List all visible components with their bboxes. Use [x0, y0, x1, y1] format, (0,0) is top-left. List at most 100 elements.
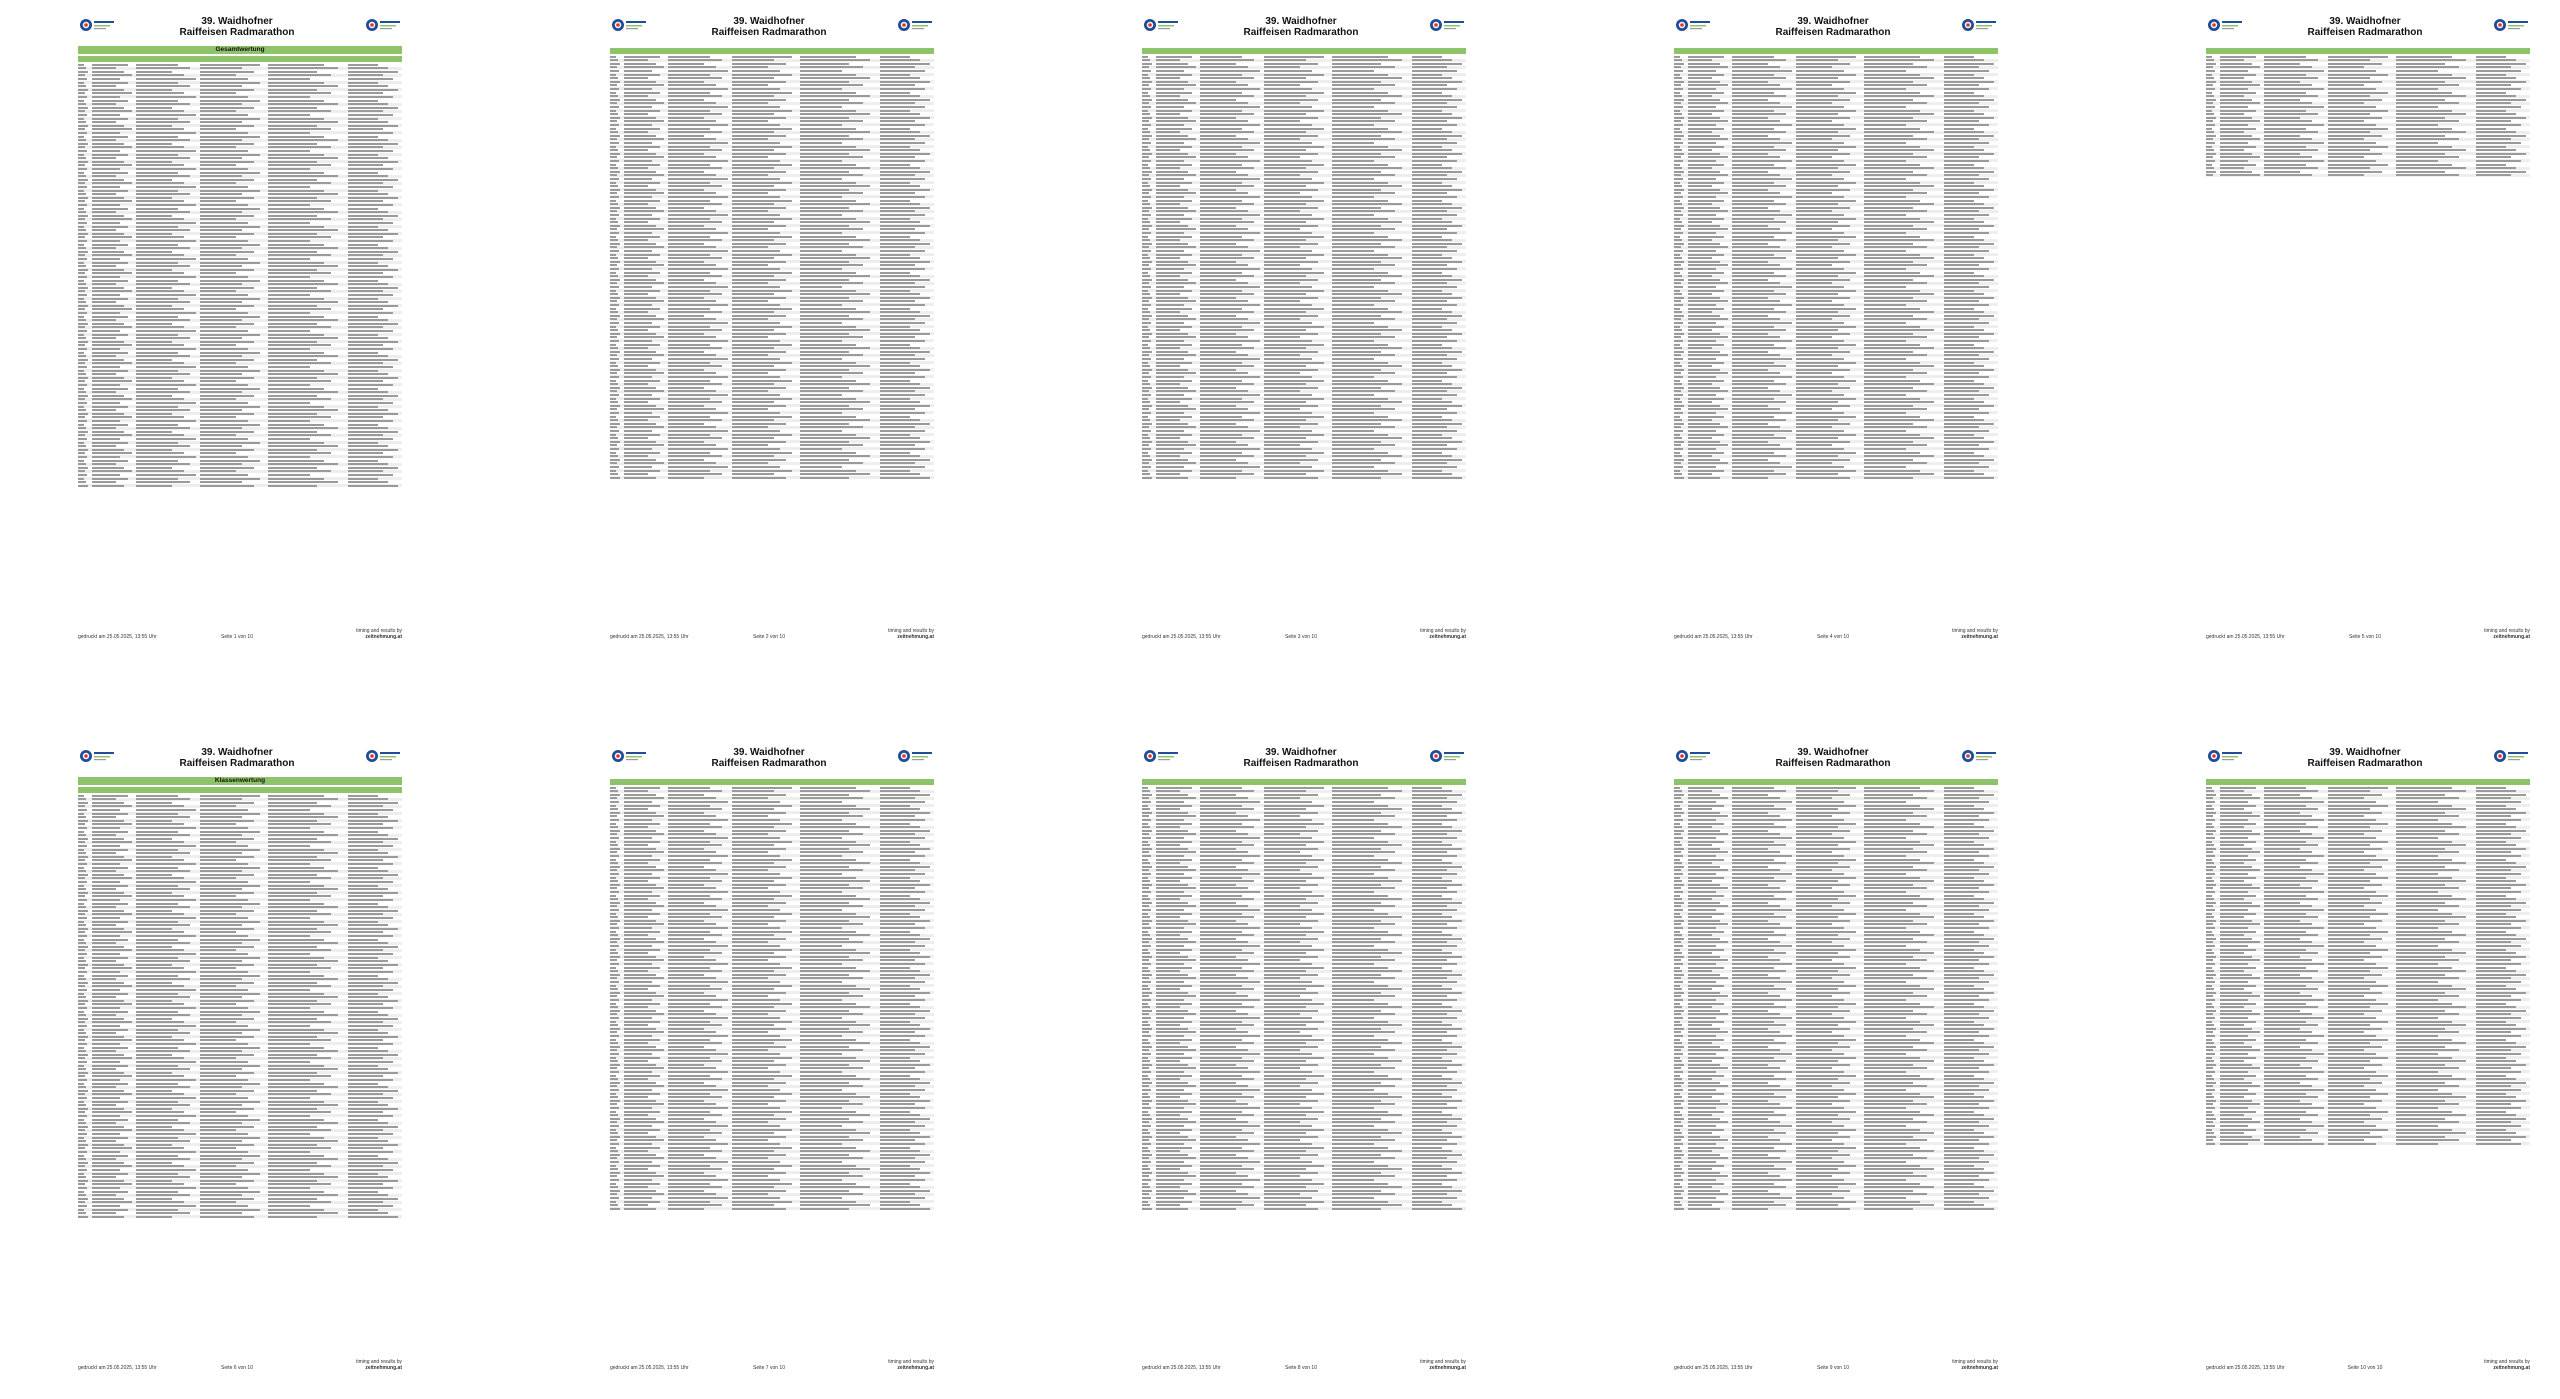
table-row: [610, 1096, 934, 1099]
page-number: Seite 3 von 10: [1285, 634, 1317, 640]
table-row: [1142, 386, 1466, 389]
table-row: [1142, 274, 1466, 278]
table-row: [1674, 959, 1998, 962]
table-row: [1142, 365, 1466, 368]
table-row: [1142, 382, 1466, 386]
table-row: [610, 1012, 934, 1016]
table-row: [1674, 991, 1998, 995]
table-row: [2206, 84, 2530, 87]
table-header: [2206, 779, 2530, 785]
table-header: [1674, 779, 1998, 785]
table-row: [78, 1208, 402, 1211]
table-row: [1142, 904, 1466, 908]
timing-credit: timing and results by zeitnehmung.at: [2484, 628, 2530, 640]
table-row: [78, 225, 402, 228]
table-row: [1142, 940, 1466, 944]
table-row: [1142, 91, 1466, 94]
table-row: [1674, 94, 1998, 98]
table-row: [1142, 832, 1466, 836]
table-row: [78, 445, 402, 448]
table-row: [1674, 332, 1998, 336]
table-row: [2206, 163, 2530, 166]
table-row: [610, 1117, 934, 1120]
table-row: [610, 832, 934, 836]
table-row: [78, 916, 402, 919]
results-page: 39. Waidhofner Raiffeisen Radmarathon Gesa…: [40, 0, 434, 668]
table-row: [1142, 851, 1466, 854]
table-row: [78, 1150, 402, 1154]
table-row: [1142, 1128, 1466, 1131]
table-row: [1142, 1034, 1466, 1038]
table-row: [610, 429, 934, 432]
table-row: [610, 199, 934, 202]
table-row: [1142, 375, 1466, 379]
table-row: [1674, 336, 1998, 339]
table-row: [1142, 1120, 1466, 1124]
table-row: [78, 282, 402, 286]
table-row: [1674, 1070, 1998, 1074]
table-row: [1142, 173, 1466, 177]
table-row: [1674, 379, 1998, 382]
table-row: [1674, 159, 1998, 163]
table-row: [610, 195, 934, 199]
event-logo-icon: [1960, 16, 1998, 34]
title-line2: Raiffeisen Radmarathon: [179, 27, 295, 38]
table-row: [1674, 1016, 1998, 1019]
table-row: [610, 163, 934, 166]
table-row: [2206, 955, 2530, 959]
title-line1: 39. Waidhofner: [2329, 16, 2401, 27]
table-row: [78, 322, 402, 325]
table-header: [610, 48, 934, 54]
table-row: [78, 412, 402, 416]
table-row: [78, 1010, 402, 1013]
table-row: [1142, 185, 1466, 188]
table-row: [610, 145, 934, 148]
table-row: [1674, 1178, 1998, 1182]
event-logo-icon: [610, 747, 648, 765]
table-row: [610, 1038, 934, 1041]
table-row: [1674, 1113, 1998, 1117]
table-row: [2206, 808, 2530, 811]
table-row: [1674, 123, 1998, 127]
table-row: [1674, 1077, 1998, 1081]
table-row: [2206, 116, 2530, 120]
table-row: [1674, 55, 1998, 58]
table-row: [1674, 271, 1998, 274]
table-row: [610, 343, 934, 346]
table-row: [1674, 1192, 1998, 1196]
table-row: [1142, 224, 1466, 228]
table-row: [78, 1204, 402, 1207]
table-row: [1674, 137, 1998, 141]
table-row: [2206, 137, 2530, 141]
table-row: [2206, 145, 2530, 148]
table-row: [610, 289, 934, 292]
table-row: [78, 898, 402, 902]
table-row: [2206, 170, 2530, 173]
table-row: [610, 149, 934, 152]
table-row: [78, 938, 402, 941]
table-row: [1142, 307, 1466, 310]
table-row: [1142, 1070, 1466, 1074]
table-row: [610, 447, 934, 451]
table-row: [2206, 796, 2530, 800]
table-row: [610, 988, 934, 991]
table-row: [1674, 425, 1998, 429]
table-row: [78, 185, 402, 188]
table-row: [610, 120, 934, 123]
table-row: [610, 962, 934, 966]
table-row: [610, 87, 934, 91]
table-row: [1674, 847, 1998, 851]
table-row: [1142, 105, 1466, 108]
table-row: [78, 221, 402, 224]
table-row: [78, 347, 402, 351]
table-row: [1674, 966, 1998, 969]
table-row: [1674, 854, 1998, 858]
table-row: [2206, 1034, 2530, 1038]
table-row: [610, 1124, 934, 1127]
table-row: [610, 375, 934, 379]
table-row: [1674, 321, 1998, 324]
table-row: [610, 1168, 934, 1171]
table-row: [1674, 912, 1998, 915]
table-row: [1674, 1067, 1998, 1070]
event-logo-icon: [2492, 747, 2530, 765]
